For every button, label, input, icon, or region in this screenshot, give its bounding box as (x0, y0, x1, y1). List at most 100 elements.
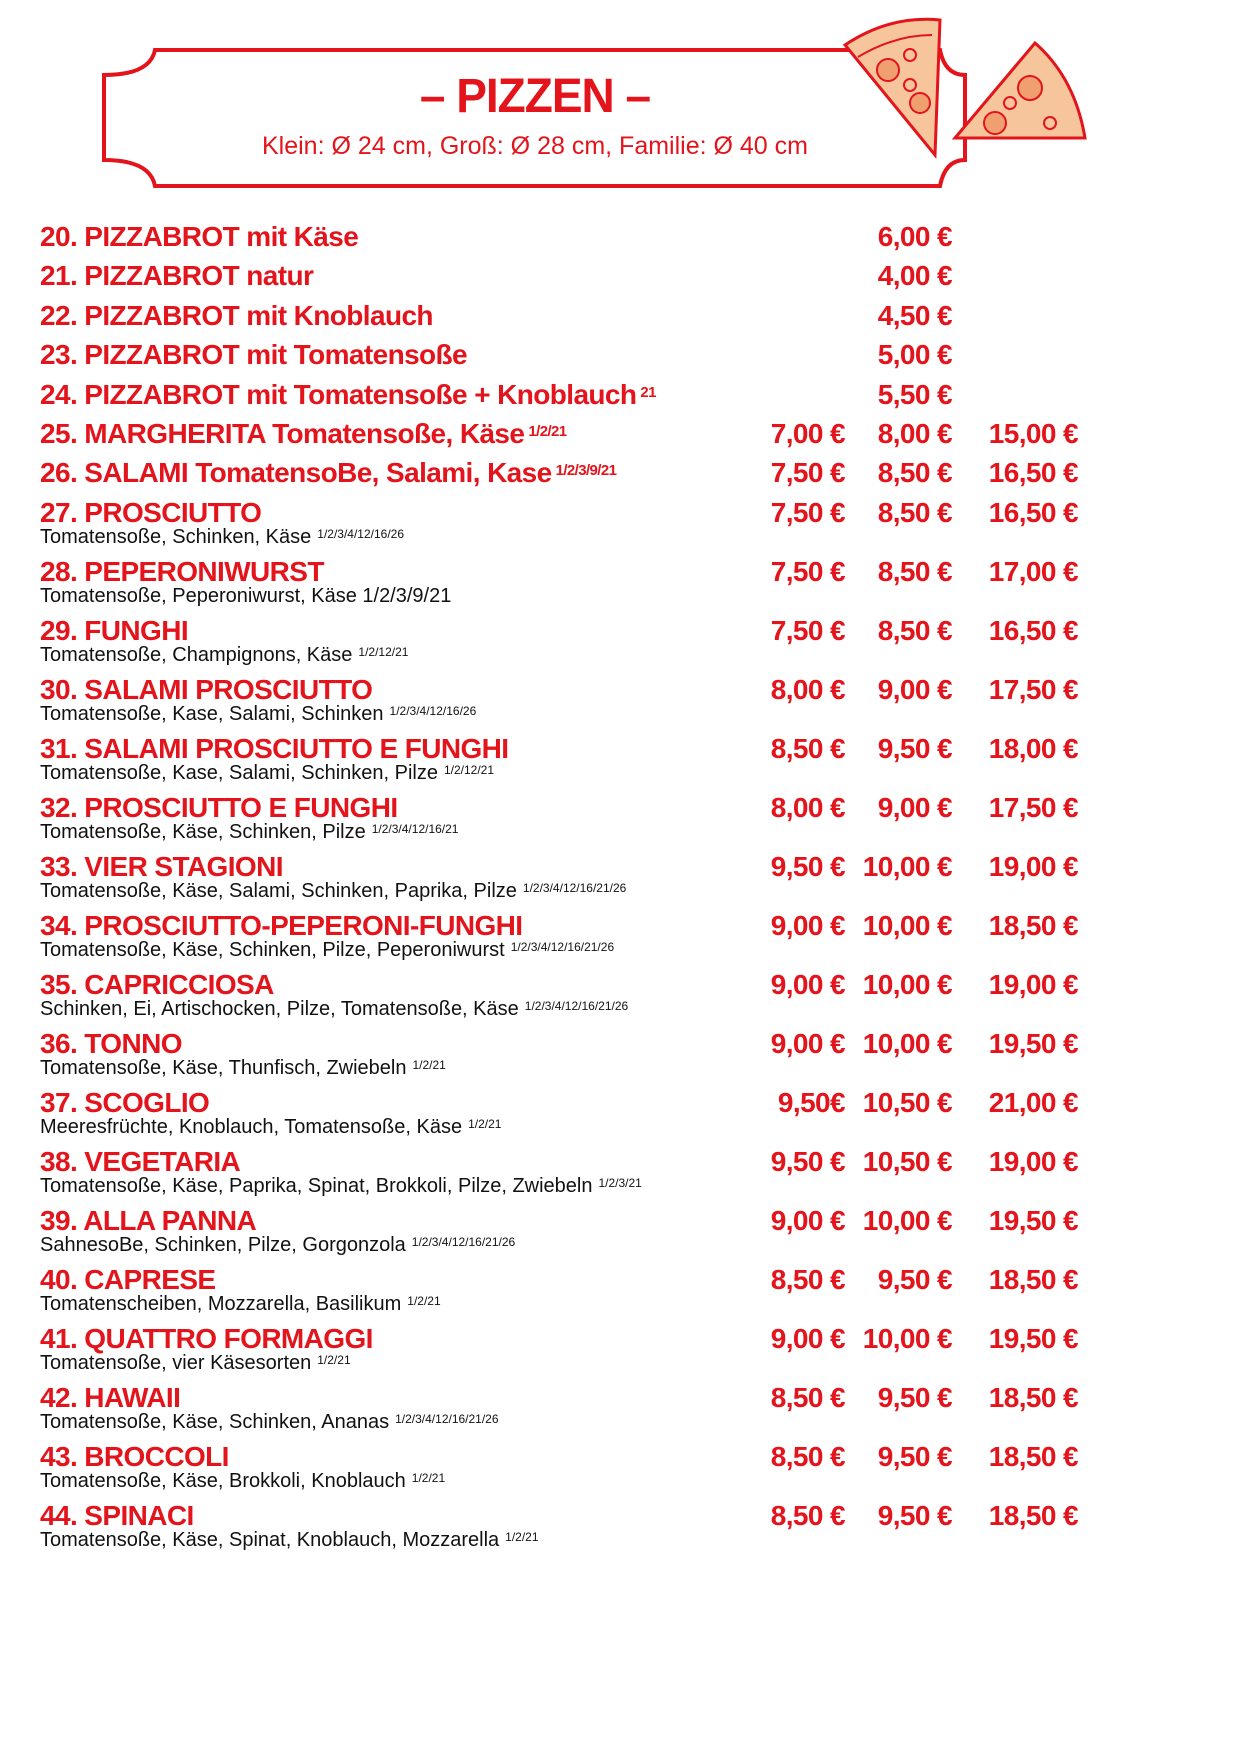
allergen-codes: 1/2/21 (317, 1352, 351, 1367)
item-name: 33. VIER STAGIONI (40, 850, 1210, 884)
menu-item-text: 24. PIZZABROT mit Tomatensoße + Knoblauc… (40, 378, 1210, 417)
item-name: 31. SALAMI PROSCIUTTO E FUNGHI (40, 732, 1210, 766)
price-family: 18,50 € (988, 909, 1079, 941)
price-large: 9,50 € (877, 1440, 953, 1472)
ingredients: Tomatenscheiben, Mozzarella, Basilikum (40, 1292, 402, 1315)
item-description: Tomatensoße, Käse, Spinat, Knoblauch, Mo… (40, 1529, 1210, 1551)
allergen-codes: 1/2/21 (505, 1529, 539, 1544)
menu-item-text: 22. PIZZABROT mit Knoblauch (40, 299, 1210, 338)
menu-item: 29. FUNGHI Tomatensoße, Champignons, Käse… (40, 614, 1210, 673)
price-small: 8,00 € (770, 673, 846, 705)
menu-item: 33. VIER STAGIONI Tomatensoße, Käse, Sala… (40, 850, 1210, 909)
ingredients: Tomatensoße, vier Käsesorten (40, 1351, 312, 1374)
price-large: 9,00 € (877, 673, 953, 705)
allergen-codes: 1/2/21 (528, 422, 567, 440)
menu-item-text: 38. VEGETARIA Tomatensoße, Käse, Paprika,… (40, 1145, 1210, 1204)
item-description: Tomatensoße, Käse, Brokkoli, Knoblauch 1/… (40, 1470, 1210, 1492)
item-name: 28. PEPERONIWURST (40, 555, 1210, 589)
price-large: 9,00 € (877, 791, 953, 823)
pizza-menu-list: 20. PIZZABROT mit Käse 6,00 € 21. PIZZABRO… (40, 220, 1210, 1558)
ingredients: Tomatensoße, Kase, Salami, Schinken, Pil… (40, 761, 438, 784)
item-title: 28. PEPERONIWURST (40, 555, 324, 587)
price-family: 17,00 € (988, 555, 1079, 587)
ingredients: Tomatensoße, Käse, Paprika, Spinat, Brok… (40, 1174, 593, 1197)
pizza-slice-icon (842, 17, 942, 160)
allergen-codes: 1/2/12/21 (358, 644, 409, 659)
menu-item: 39. ALLA PANNA SahnesoBe, Schinken, Pilze… (40, 1204, 1210, 1263)
ingredients: Tomatensoße, Käse, Salami, Schinken, Pap… (40, 879, 517, 902)
item-title: 24. PIZZABROT mit Tomatensoße + Knoblauc… (40, 378, 637, 410)
price-small: 9,00 € (770, 1027, 846, 1059)
price-large: 8,50 € (877, 614, 953, 646)
item-name: 42. HAWAII (40, 1381, 1210, 1415)
price-large: 10,50 € (862, 1145, 953, 1177)
ingredients: Tomatensoße, Champignons, Käse (40, 643, 353, 666)
item-description: Meeresfrüchte, Knoblauch, Tomatensoße, K… (40, 1116, 1210, 1138)
menu-item-text: 34. PROSCIUTTO-PEPERONI-FUNGHI Tomatensoß… (40, 909, 1210, 968)
menu-item-text: 32. PROSCIUTTO E FUNGHI Tomatensoße, Käse… (40, 791, 1210, 850)
item-name: 22. PIZZABROT mit Knoblauch (40, 299, 1210, 333)
price-small: 9,00 € (770, 968, 846, 1000)
menu-item: 21. PIZZABROT natur 4,00 € (40, 259, 1210, 298)
item-description: Tomatensoße, Kase, Salami, Schinken 1/2/3… (40, 703, 1210, 725)
menu-item: 42. HAWAII Tomatensoße, Käse, Schinken, A… (40, 1381, 1210, 1440)
item-name: 34. PROSCIUTTO-PEPERONI-FUNGHI (40, 909, 1210, 943)
menu-item: 22. PIZZABROT mit Knoblauch 4,50 € (40, 299, 1210, 338)
menu-item: 23. PIZZABROT mit Tomatensoße 5,00 € (40, 338, 1210, 377)
price-family: 18,50 € (988, 1381, 1079, 1413)
ingredients: Tomatensoße, Käse, Schinken, Pilze (40, 820, 366, 843)
ingredients: Tomatensoße, Käse, Schinken, Ananas (40, 1410, 390, 1433)
menu-item: 43. BROCCOLI Tomatensoße, Käse, Brokkoli,… (40, 1440, 1210, 1499)
item-title: 30. SALAMI PROSCIUTTO (40, 673, 373, 705)
menu-item-text: 36. TONNO Tomatensoße, Käse, Thunfisch, Z… (40, 1027, 1210, 1086)
price-large: 10,00 € (862, 1204, 953, 1236)
price-family: 19,00 € (988, 850, 1079, 882)
menu-item-text: 39. ALLA PANNA SahnesoBe, Schinken, Pilze… (40, 1204, 1210, 1263)
item-name: 36. TONNO (40, 1027, 1210, 1061)
price-large: 5,50 € (877, 378, 953, 410)
ingredients: Tomatensoße, Käse, Spinat, Knoblauch, Mo… (40, 1528, 500, 1551)
allergen-codes: 1/2/21 (407, 1293, 441, 1308)
item-description: Tomatensoße, Champignons, Käse 1/2/12/21 (40, 644, 1210, 666)
item-title: 37. SCOGLIO (40, 1086, 210, 1118)
item-name: 43. BROCCOLI (40, 1440, 1210, 1474)
allergen-codes: 1/2/3/21 (598, 1175, 642, 1190)
menu-item-text: 42. HAWAII Tomatensoße, Käse, Schinken, A… (40, 1381, 1210, 1440)
item-title: 38. VEGETARIA (40, 1145, 241, 1177)
menu-item-text: 23. PIZZABROT mit Tomatensoße (40, 338, 1210, 377)
price-large: 10,00 € (862, 1322, 953, 1354)
item-name: 24. PIZZABROT mit Tomatensoße + Knoblauc… (40, 378, 1210, 412)
allergen-codes: 1/2/12/21 (443, 762, 495, 777)
price-family: 18,00 € (988, 732, 1079, 764)
price-family: 19,50 € (988, 1027, 1079, 1059)
menu-item: 41. QUATTRO FORMAGGI Tomatensoße, vier Kä… (40, 1322, 1210, 1381)
price-small: 9,50 € (770, 850, 846, 882)
item-title: 44. SPINACI (40, 1499, 194, 1531)
item-description: Tomatensoße, Käse, Schinken, Pilze, Pepe… (40, 939, 1210, 961)
item-name: 38. VEGETARIA (40, 1145, 1210, 1179)
price-family: 21,00 € (988, 1086, 1079, 1118)
item-description: Tomatensoße, Kase, Salami, Schinken, Pil… (40, 762, 1210, 784)
price-family: 17,50 € (988, 673, 1079, 705)
price-large: 10,00 € (862, 1027, 953, 1059)
menu-item-text: 28. PEPERONIWURST Tomatensoße, Peperoniwu… (40, 555, 1210, 614)
item-title: 42. HAWAII (40, 1381, 181, 1413)
price-small: 7,50 € (770, 555, 846, 587)
allergen-codes: 21 (640, 383, 656, 401)
item-name: 26. SALAMI TomatensoBe, Salami, Kase 1/2/… (40, 456, 1210, 490)
item-title: 31. SALAMI PROSCIUTTO E FUNGHI (40, 732, 509, 764)
menu-item-text: 33. VIER STAGIONI Tomatensoße, Käse, Sala… (40, 850, 1210, 909)
menu-item: 40. CAPRESE Tomatenscheiben, Mozzarella, … (40, 1263, 1210, 1322)
item-name: 23. PIZZABROT mit Tomatensoße (40, 338, 1210, 372)
menu-item: 37. SCOGLIO Meeresfrüchte, Knoblauch, Tom… (40, 1086, 1210, 1145)
allergen-codes: 1/2/3/4/12/16/21/26 (522, 880, 627, 895)
allergen-codes: 1/2/3/4/12/16/26 (389, 703, 477, 718)
item-description: Tomatensoße, Käse, Thunfisch, Zwiebeln 1/… (40, 1057, 1210, 1079)
item-name: 41. QUATTRO FORMAGGI (40, 1322, 1210, 1356)
item-description: Tomatensoße, Peperoniwurst, Käse 1/2/3/9… (40, 585, 1210, 607)
menu-item-text: 37. SCOGLIO Meeresfrüchte, Knoblauch, Tom… (40, 1086, 1210, 1145)
allergen-codes: 1/2/3/4/12/16/21 (371, 821, 459, 836)
menu-item-text: 29. FUNGHI Tomatensoße, Champignons, Käse… (40, 614, 1210, 673)
item-name: 39. ALLA PANNA (40, 1204, 1210, 1238)
price-small: 7,50 € (770, 614, 846, 646)
